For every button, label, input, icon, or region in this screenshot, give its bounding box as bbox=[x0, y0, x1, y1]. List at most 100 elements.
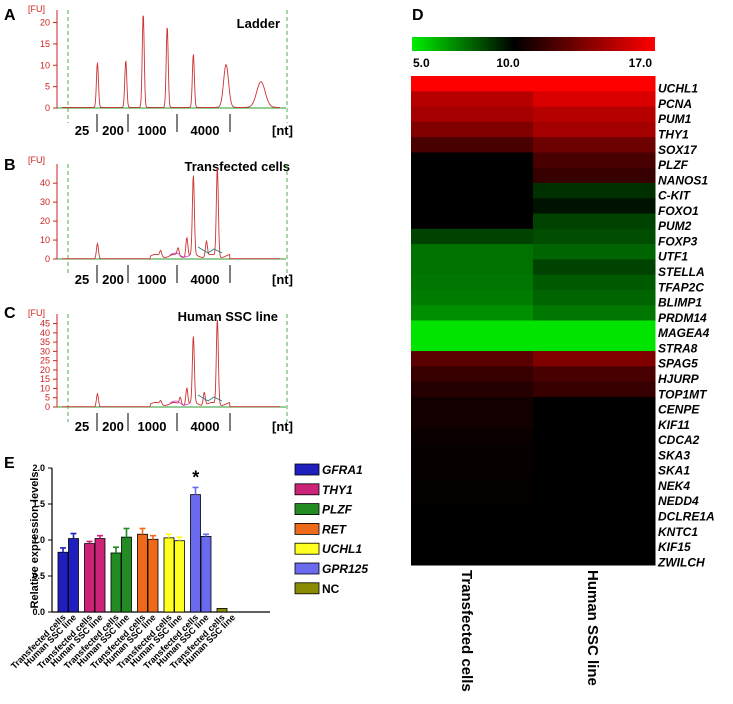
y-tick-label: 10 bbox=[40, 383, 50, 393]
y-tick-label: 15 bbox=[40, 374, 50, 384]
panel-a-xtick-2: 1000 bbox=[138, 123, 167, 138]
legend-label: UCHL1 bbox=[322, 542, 362, 556]
y-tick-label: 5 bbox=[45, 393, 50, 403]
marker-annotation-teal bbox=[197, 246, 223, 254]
legend-label: NC bbox=[322, 582, 340, 596]
legend-swatch bbox=[294, 503, 320, 516]
heatmap-cell bbox=[533, 396, 656, 413]
heatmap-row-label: SOX17 bbox=[658, 143, 698, 157]
y-tick-label: 20 bbox=[40, 216, 50, 226]
heatmap-cells bbox=[411, 76, 656, 566]
heatmap-cell bbox=[411, 534, 534, 551]
panel-b-title: Transfected cells bbox=[185, 159, 291, 174]
heatmap-col-label-human-ssc: Human SSC line bbox=[584, 570, 601, 686]
panel-a-xtick-3: 4000 bbox=[191, 123, 220, 138]
heatmap-row-label: BLIMP1 bbox=[658, 296, 702, 310]
heatmap-row-label: TOP1MT bbox=[658, 387, 708, 401]
y-tick-label: 30 bbox=[40, 197, 50, 207]
y-tick-label: 5 bbox=[45, 82, 50, 92]
y-tick-label: 30 bbox=[40, 346, 50, 356]
heatmap-cell bbox=[533, 137, 656, 153]
heatmap-cell bbox=[411, 182, 534, 199]
bar-chart-legend: GFRA1 THY1 PLZF RET UCHL1 GPR125 NC bbox=[294, 463, 368, 596]
bar-y-tick-label: 1.0 bbox=[32, 535, 45, 545]
heatmap-cell bbox=[411, 244, 534, 260]
bar bbox=[174, 540, 185, 613]
electropherogram-human-ssc: [FU] Human SSC line 25 200 1000 4000 [nt… bbox=[28, 308, 293, 434]
legend-swatch bbox=[294, 523, 320, 535]
heatmap-row-label: UCHL1 bbox=[658, 82, 698, 96]
heatmap-cell bbox=[411, 488, 534, 505]
y-tick-label: 20 bbox=[40, 18, 50, 28]
bar bbox=[163, 537, 175, 613]
heatmap-cell bbox=[411, 198, 534, 215]
heatmap-row-label: STRA8 bbox=[658, 341, 698, 355]
heatmap-row-label: STELLA bbox=[658, 265, 705, 279]
y-tick-label: 25 bbox=[40, 356, 50, 366]
bar bbox=[121, 536, 132, 613]
heatmap-row-label: NANOS1 bbox=[658, 173, 708, 187]
legend-swatch bbox=[294, 483, 320, 496]
panel-a-title: Ladder bbox=[237, 16, 280, 31]
heatmap-row-label: FOXO1 bbox=[658, 204, 699, 218]
colorbar-mid-label: 10.0 bbox=[496, 56, 520, 70]
heatmap-row-label: UTF1 bbox=[658, 250, 688, 264]
marker-annotation-purple bbox=[169, 252, 191, 258]
panel-c-x-unit: [nt] bbox=[272, 419, 293, 434]
bar bbox=[84, 543, 95, 613]
heatmap-cell bbox=[411, 320, 534, 337]
heatmap-cell bbox=[533, 182, 656, 199]
heatmap-cell bbox=[533, 427, 656, 444]
heatmap-cell bbox=[411, 289, 534, 306]
heatmap-cell bbox=[533, 503, 656, 520]
heatmap-row-labels: UCHL1PCNAPUM1THY1SOX17PLZFNANOS1C-KITFOX… bbox=[657, 82, 715, 570]
panel-letter-b: B bbox=[4, 157, 16, 174]
heatmap-cell bbox=[533, 473, 656, 490]
electropherogram-transfected: [FU] Transfected cells 25 200 1000 4000 … bbox=[28, 155, 293, 287]
y-tick-label: 35 bbox=[40, 337, 50, 347]
y-tick-label: 20 bbox=[40, 365, 50, 375]
legend-label: GPR125 bbox=[322, 562, 368, 576]
heatmap-cell bbox=[533, 167, 656, 184]
heatmap-cell bbox=[411, 121, 534, 138]
heatmap-cell bbox=[411, 427, 534, 444]
panel-b-xtick-1: 200 bbox=[102, 272, 124, 287]
heatmap-cell bbox=[533, 91, 656, 108]
y-tick-label: 40 bbox=[40, 328, 50, 338]
y-tick-label: 15 bbox=[40, 39, 50, 49]
heatmap-row-label: SPAG5 bbox=[658, 357, 698, 371]
heatmap-cell bbox=[411, 381, 534, 398]
panel-c-title: Human SSC line bbox=[178, 309, 278, 324]
heatmap-cell bbox=[533, 458, 656, 474]
heatmap-cell bbox=[411, 335, 534, 352]
heatmap-cell bbox=[533, 76, 656, 92]
heatmap-cell bbox=[411, 458, 534, 474]
y-tick-label: 10 bbox=[40, 235, 50, 245]
bar bbox=[147, 538, 159, 613]
legend-label: THY1 bbox=[322, 483, 353, 497]
bar bbox=[110, 552, 122, 613]
heatmap-cell bbox=[411, 274, 534, 291]
bar-chart-bars: * bbox=[57, 467, 228, 613]
bar bbox=[216, 608, 228, 613]
heatmap-row-label: KIF15 bbox=[658, 540, 691, 554]
legend-swatch bbox=[294, 463, 320, 476]
heatmap-row-label: ZWILCH bbox=[657, 555, 705, 569]
legend-label: PLZF bbox=[322, 503, 353, 517]
panel-c-xtick-1: 200 bbox=[102, 419, 124, 434]
bar-y-tick-label: 1.5 bbox=[32, 499, 45, 509]
heatmap-cell bbox=[411, 473, 534, 490]
bar-chart-panel: Relative expression levels 0.0 0.5 1.0 1.5 2… bbox=[9, 463, 368, 671]
bar bbox=[57, 551, 69, 613]
electropherogram-ladder: [FU] Ladder 25 200 1000 4000 [nt] 0 5 10 15… bbox=[28, 4, 293, 138]
heatmap-row-label: THY1 bbox=[658, 127, 689, 141]
legend-swatch bbox=[294, 562, 320, 575]
colorbar-max-label: 17.0 bbox=[629, 56, 653, 70]
bar-y-tick-label: 0.0 bbox=[32, 607, 45, 617]
panel-c-xtick-0: 25 bbox=[75, 419, 89, 434]
panel-a-x-unit: [nt] bbox=[272, 123, 293, 138]
panel-b-fu-label: [FU] bbox=[28, 155, 45, 165]
bar bbox=[200, 536, 212, 613]
heatmap-cell bbox=[411, 305, 534, 321]
